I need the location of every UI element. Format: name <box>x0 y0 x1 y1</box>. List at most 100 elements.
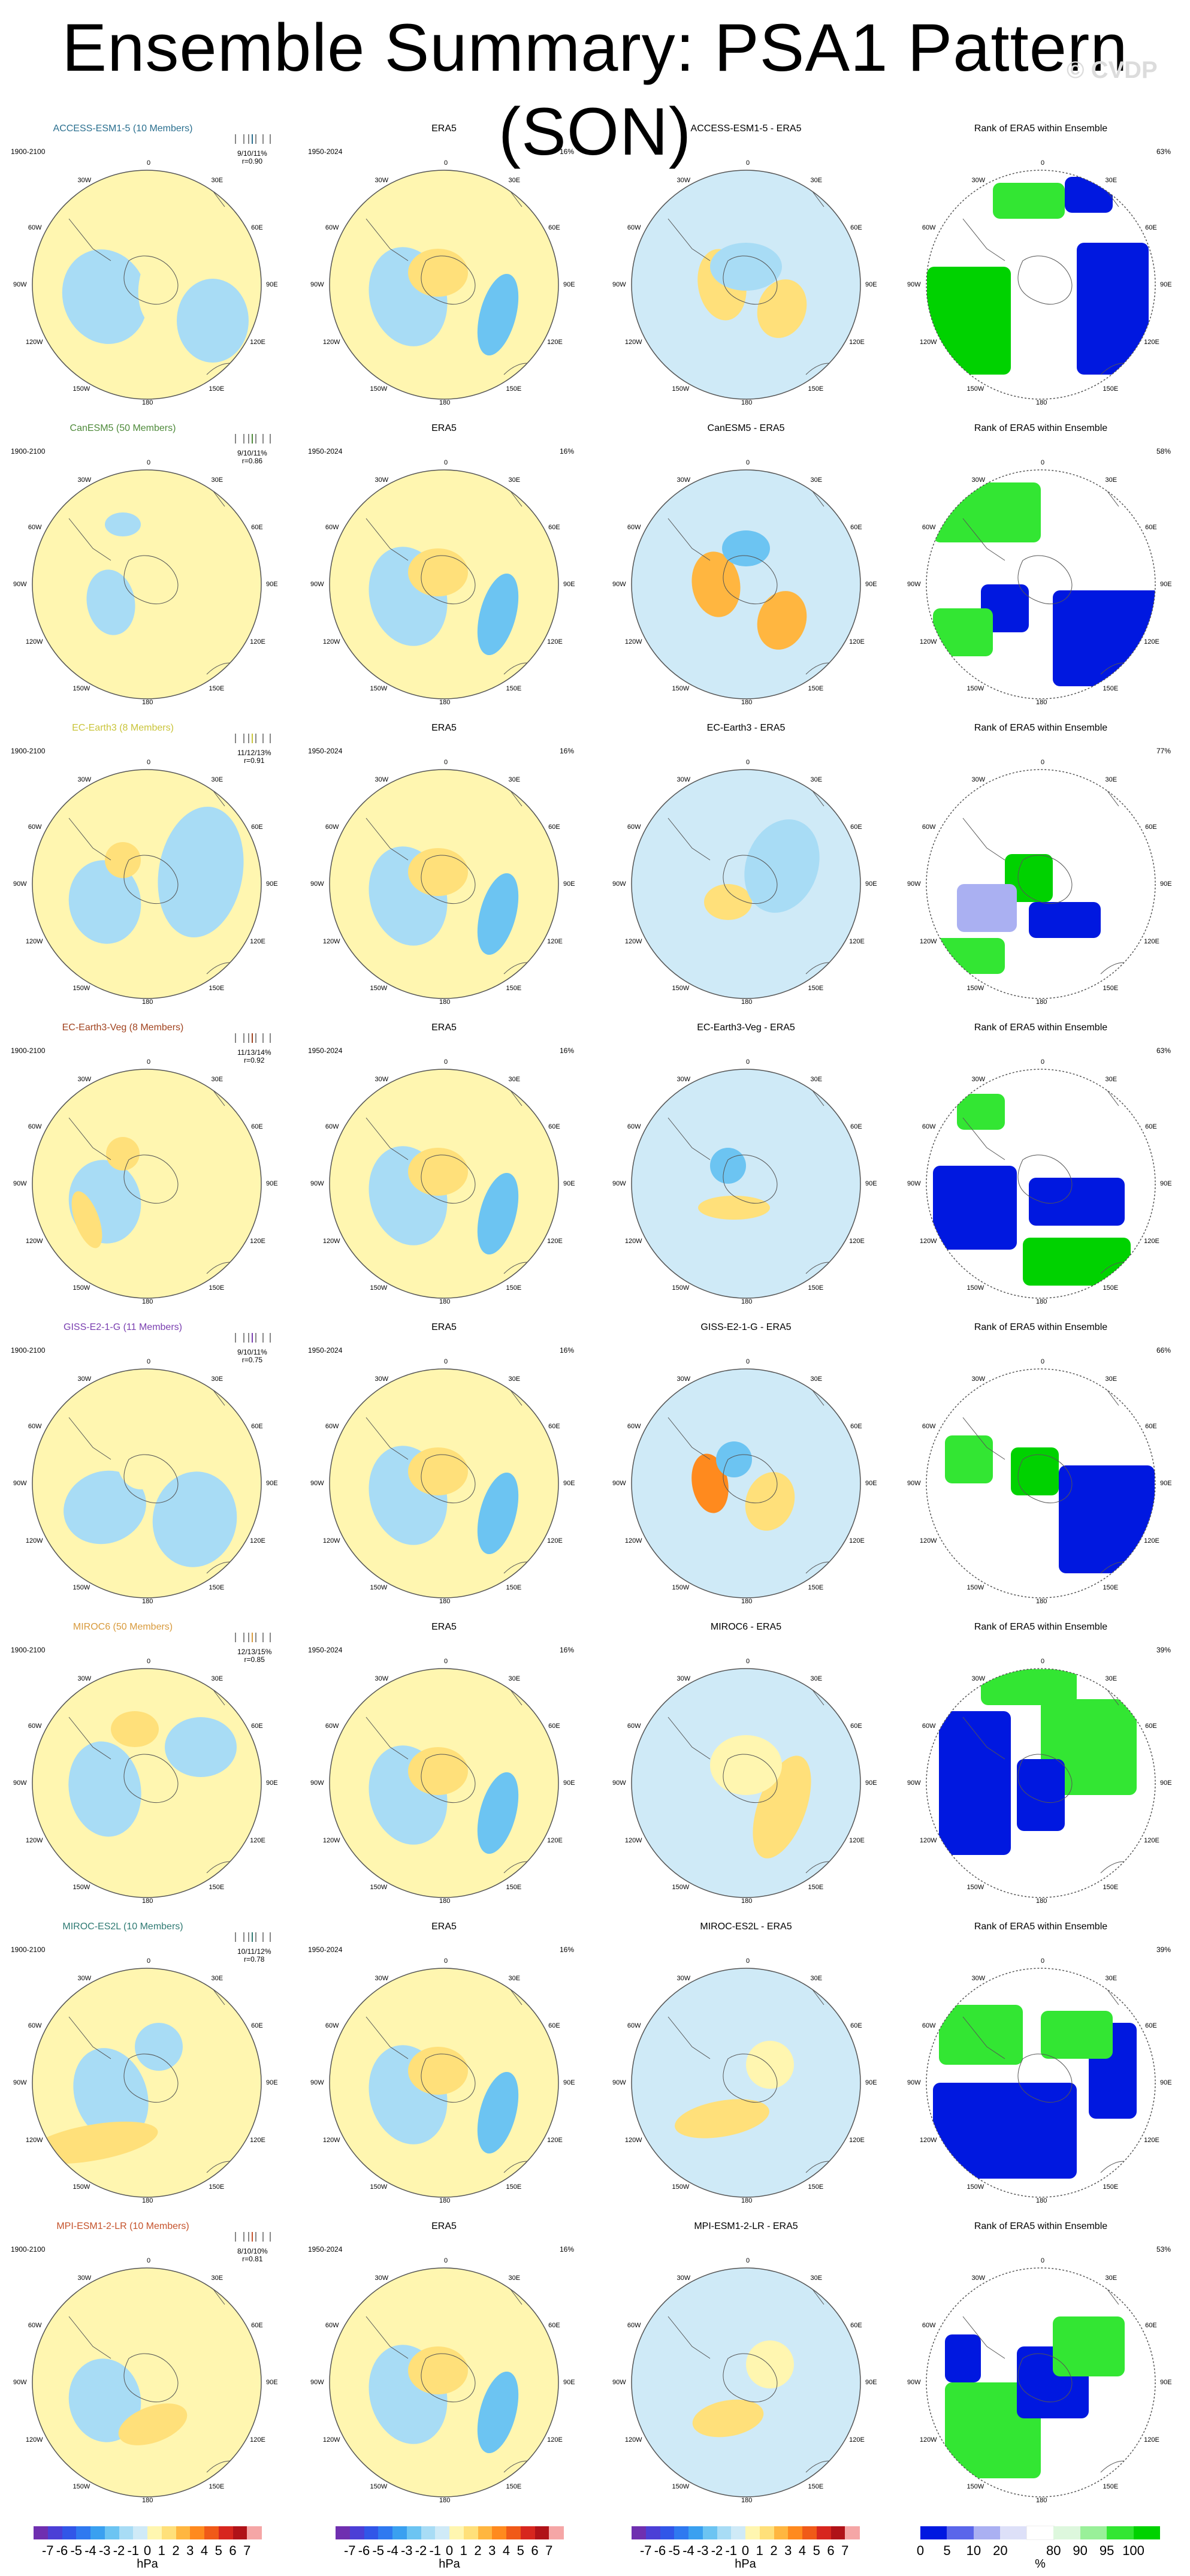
geo-label: 150W <box>672 2183 690 2191</box>
geo-label: 60W <box>325 1123 339 1130</box>
field-contour <box>468 524 516 572</box>
rank-region <box>933 1166 1017 1250</box>
geo-label: 150E <box>1103 685 1119 693</box>
boxplot-tick <box>248 434 249 444</box>
geo-label: 120W <box>624 2136 642 2144</box>
geo-label: 120W <box>322 1537 340 1545</box>
geo-label: 90W <box>310 880 324 888</box>
geo-label: 150W <box>73 1284 90 1292</box>
geo-label: 30E <box>211 476 223 484</box>
colorbar-tick: 5 <box>813 2543 820 2558</box>
geo-label: 0 <box>746 759 750 766</box>
south-america-coastline <box>962 2316 1005 2359</box>
polar-map <box>32 1368 262 1598</box>
map-border <box>631 469 861 699</box>
rank-region <box>1029 1178 1125 1226</box>
geo-label: 90E <box>563 281 575 288</box>
geo-label: 30E <box>810 2274 823 2282</box>
colorbar-swatch <box>973 2526 1001 2539</box>
geo-label: 60W <box>922 224 936 231</box>
ensemble-boxplot <box>235 1929 278 1945</box>
geo-label: 120E <box>849 1237 865 1245</box>
geo-label: 60E <box>251 823 263 831</box>
geo-label: 0 <box>1041 1957 1045 1965</box>
geo-label: 120W <box>919 2136 937 2144</box>
panel-diff: MIROC6 - ERA5 0 30W 30E 60W 60E 90W 90E 120W 120E… <box>605 1618 887 1909</box>
geo-label: 150W <box>370 1284 388 1292</box>
colorbar-tick: 6 <box>229 2543 237 2558</box>
pct-explained: 16% <box>559 1346 574 1355</box>
panel-rank: Rank of ERA5 within Ensemble 63% 0 30W 30E 60… <box>900 1019 1182 1310</box>
field-contour <box>468 2322 516 2370</box>
geo-label: 60W <box>325 2022 339 2029</box>
field-contour <box>710 1735 782 1795</box>
field-contour <box>468 2023 516 2071</box>
colorbar-tick: 1 <box>158 2543 165 2558</box>
page-title: Ensemble Summary: PSA1 Pattern (SON) <box>62 10 1128 169</box>
field-contour <box>177 279 249 363</box>
boxplot-tick <box>252 134 253 144</box>
field-contour <box>118 2403 188 2445</box>
antarctica-coastline <box>123 1454 179 1504</box>
antarctica-coastline <box>723 1454 778 1504</box>
rank-pct: 63% <box>1156 1046 1171 1055</box>
geo-label: 180 <box>1036 1298 1047 1305</box>
geo-label: 30E <box>211 176 223 184</box>
period-label: 1950-2024 <box>308 147 343 156</box>
geo-label: 0 <box>746 1358 750 1365</box>
watermark: © CVDP <box>1067 57 1158 83</box>
geo-label: 30E <box>508 476 521 484</box>
geo-label: 0 <box>746 2257 750 2264</box>
colorbar-tick: 7 <box>841 2543 849 2558</box>
panel-rank: Rank of ERA5 within Ensemble 53% 0 30W 30E 60… <box>900 2218 1182 2508</box>
geo-label: 60W <box>28 523 42 531</box>
geo-label: 90E <box>563 880 575 888</box>
colorbar-tick: 5 <box>215 2543 222 2558</box>
geo-label: 120W <box>624 338 642 346</box>
geo-label: 180 <box>1036 699 1047 706</box>
panel-title: CanESM5 (50 Members) <box>70 423 176 433</box>
geo-label: 30E <box>810 1675 823 1682</box>
boxplot-tick <box>248 1633 249 1642</box>
geo-label: 120W <box>322 1836 340 1844</box>
colorbar-tick: 10 <box>966 2543 981 2558</box>
boxplot-tick <box>243 1633 244 1642</box>
antarctica-coastline <box>421 1454 476 1504</box>
antarctica-coastline <box>1017 255 1073 305</box>
polar-map <box>329 1368 559 1598</box>
map-border <box>926 1368 1156 1598</box>
south-america-coastline <box>962 518 1005 561</box>
boxplot-tick <box>235 1633 236 1642</box>
boxplot-tick <box>262 1033 264 1043</box>
geo-label: 150E <box>1103 985 1119 993</box>
geo-label: 30W <box>77 176 92 184</box>
antarctica-coastline <box>723 1154 778 1204</box>
geo-label: 30E <box>1105 1375 1117 1383</box>
rank-colorbar: 0 5 10 20 80 90 95 100% <box>917 2526 1161 2571</box>
map-background <box>632 1369 860 1598</box>
colorbar-tick: 0 <box>143 2543 152 2558</box>
antarctica-coastline <box>1017 855 1073 904</box>
antarctica-coastline <box>123 2053 179 2103</box>
panel-title: ERA5 <box>431 1022 457 1033</box>
south-america-coastline <box>668 1417 711 1460</box>
boxplot-tick <box>255 134 256 144</box>
geo-label: 180 <box>142 1898 153 1905</box>
ensemble-boxplot <box>235 1629 278 1646</box>
geo-label: 150E <box>209 1884 225 1892</box>
field-contour <box>105 512 141 536</box>
geo-label: 60E <box>850 2321 862 2329</box>
geo-label: 30E <box>1105 1075 1117 1083</box>
geo-label: 60W <box>28 2321 42 2329</box>
colorbar-swatch <box>119 2526 134 2539</box>
geo-label: 90E <box>865 2079 877 2086</box>
variance-stats: 10/11/12% r=0.78 <box>237 1948 271 1963</box>
geo-label: 30W <box>971 176 986 184</box>
geo-label: 30W <box>676 1675 691 1682</box>
colorbar-tick: 0 <box>445 2543 454 2558</box>
colorbar-tick: 4 <box>502 2543 511 2558</box>
geo-label: 60W <box>28 1123 42 1130</box>
colorbar-tick: 6 <box>531 2543 539 2558</box>
geo-label: 150E <box>1103 1584 1119 1592</box>
geo-label: 60W <box>28 1422 42 1430</box>
